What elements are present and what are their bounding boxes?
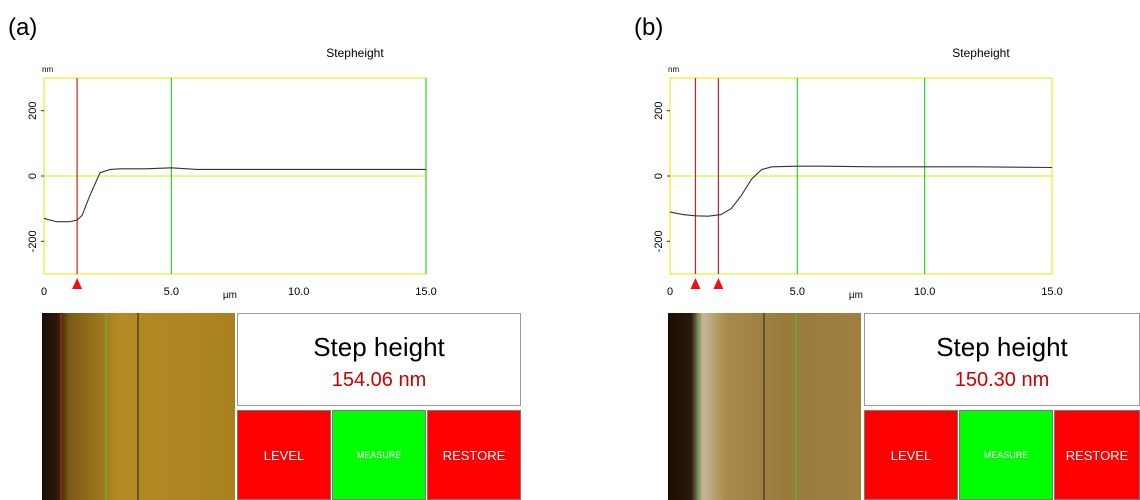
x-tick-label: 5.0 (164, 286, 179, 298)
result-title: Step height (313, 332, 445, 362)
measure-button[interactable]: MEASURE (332, 410, 426, 500)
stepheight-chart: Stepheight nm 200 0 -200 0 5.0 10.0 15.0 µm (27, 46, 437, 301)
y-tick-label: 0 (27, 173, 39, 179)
result-value: 150.30 nm (954, 369, 1050, 391)
level-button[interactable]: LEVEL (864, 410, 958, 500)
chart-title: Stepheight (952, 46, 1010, 60)
x-tick-label: 0 (41, 286, 47, 298)
cursor-marker-triangle (690, 278, 701, 289)
step-height-result: Step height 154.06 nm (237, 313, 521, 406)
x-tick-label: 10.0 (288, 286, 309, 298)
profile-trace (43, 167, 426, 223)
step-height-result: Step height 150.30 nm (864, 313, 1140, 406)
x-unit-label: µm (849, 290, 863, 301)
restore-button[interactable]: RESTORE (1054, 410, 1140, 500)
level-button[interactable]: LEVEL (237, 410, 331, 500)
stepheight-chart: Stepheight nm 200 0 -200 0 5.0 10.0 15.0 µm (653, 46, 1063, 301)
y-tick-label: 0 (653, 173, 665, 179)
y-tick-label: -200 (653, 230, 665, 252)
y-tick-label: -200 (27, 230, 39, 252)
y-unit-label: nm (42, 65, 53, 74)
afm-image (42, 313, 235, 500)
measure-button[interactable]: MEASURE (959, 410, 1053, 500)
y-tick-label: 200 (27, 101, 39, 119)
chart-title: Stepheight (326, 46, 384, 60)
x-unit-label: µm (223, 290, 237, 301)
panel-label: (a) (8, 14, 38, 41)
x-tick-label: 0 (667, 286, 673, 298)
y-unit-label: nm (668, 65, 679, 74)
profile-trace (669, 165, 1053, 217)
panel-a: (a) Stepheight nm 200 0 -200 0 5.0 10.0 15.0 µm S… (8, 14, 521, 500)
panel-b: (b) Stepheight nm 200 0 -200 0 5.0 10.0 15.0 µm S… (626, 0, 1140, 500)
x-tick-label: 10.0 (914, 286, 935, 298)
panel-label: (b) (634, 14, 664, 41)
cursor-marker-triangle (72, 278, 83, 289)
result-title: Step height (936, 332, 1068, 362)
result-value: 154.06 nm (331, 369, 427, 391)
cursor-marker-triangle (713, 278, 724, 289)
x-tick-label: 5.0 (790, 286, 805, 298)
y-tick-label: 200 (653, 101, 665, 119)
x-tick-label: 15.0 (415, 286, 436, 298)
x-tick-label: 15.0 (1041, 286, 1062, 298)
restore-button[interactable]: RESTORE (427, 410, 521, 500)
afm-image (668, 313, 861, 500)
